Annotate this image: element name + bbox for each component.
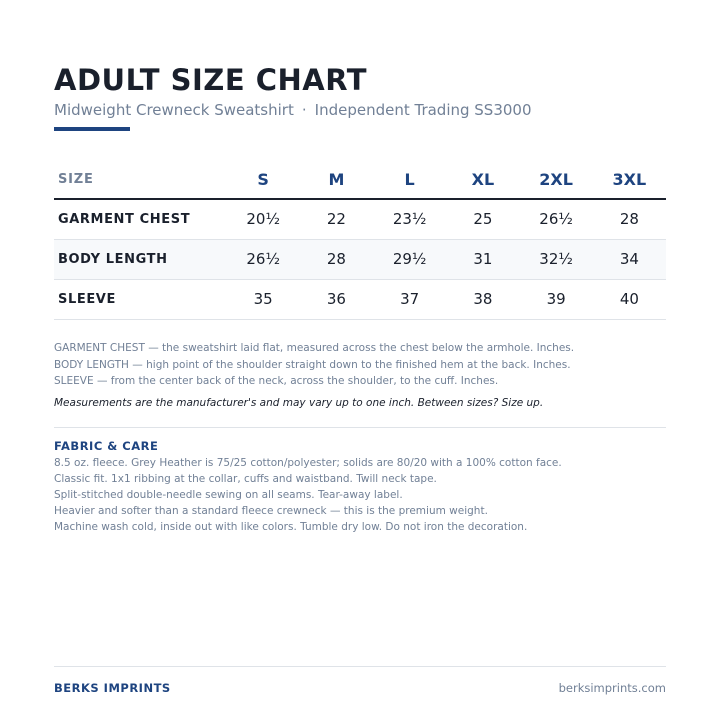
size-table: SIZE S M L XL 2XL 3XL GARMENT CHEST 20½ … [54,160,666,320]
table-cell: 31 [473,250,493,268]
title-accent-rule [54,127,130,131]
table-cell: 25 [473,210,493,229]
fabric-line: Classic fit. 1x1 ribbing at the collar, … [54,473,437,485]
note-garment-chest: GARMENT CHEST — the sweatshirt laid flat… [54,342,575,354]
page-title: ADULT SIZE CHART [54,63,368,97]
table-cell: 28 [326,250,346,268]
note-sleeve: SLEEVE — from the center back of the nec… [54,375,499,387]
footer-brand: BERKS IMPRINTS [54,681,171,695]
table-cell: 32½ [539,250,573,268]
size-header-xl: XL [471,169,495,189]
table-cell: 37 [400,290,420,308]
table-cell: 36 [326,290,346,308]
table-cell: 23½ [392,210,427,229]
table-cell: 26½ [246,250,280,268]
table-row-body-length: BODY LENGTH 26½ 28 29½ 31 32½ 34 [54,239,666,279]
measurement-notes: GARMENT CHEST — the sweatshirt laid flat… [54,340,666,390]
table-cell: 22 [326,210,346,229]
section-divider [54,427,666,428]
size-chart-page: ADULT SIZE CHART Midweight Crewneck Swea… [54,0,666,720]
row-label: GARMENT CHEST [58,211,191,227]
note-body-length: BODY LENGTH — high point of the shoulder… [54,358,571,371]
product-name: Midweight Crewneck Sweatshirt [54,101,294,119]
size-header-l: L [404,169,415,189]
size-header-s: S [257,169,269,189]
table-cell: 38 [473,290,493,308]
fabric-care-details: 8.5 oz. fleece. Grey Heather is 75/25 co… [54,455,666,535]
footer-url[interactable]: berksimprints.com [558,681,666,695]
table-row-garment-chest: GARMENT CHEST 20½ 22 23½ 25 26½ 28 [54,199,666,239]
table-cell: 39 [546,290,566,308]
table-cell: 20½ [246,210,280,229]
size-header-2xl: 2XL [539,169,573,189]
table-cell: 40 [619,290,639,308]
measurement-disclaimer: Measurements are the manufacturer's and … [54,397,544,409]
table-cell: 29½ [392,250,427,268]
fabric-line: Heavier and softer than a standard fleec… [54,505,488,517]
fabric-line: Machine wash cold, inside out with like … [54,521,528,533]
size-header-3xl: 3XL [612,169,647,189]
footer-divider [54,666,666,667]
row-label: BODY LENGTH [58,251,168,267]
fabric-line: Split-stitched double-needle sewing on a… [54,489,403,501]
product-style: Independent Trading SS3000 [314,101,532,119]
table-cell: 34 [619,250,639,268]
page-subtitle: Midweight Crewneck Sweatshirt · Independen… [54,100,532,120]
fabric-line: 8.5 oz. fleece. Grey Heather is 75/25 co… [54,457,562,469]
table-cell: 35 [253,290,273,308]
table-cell: 28 [619,210,639,229]
size-header-m: M [328,169,345,189]
row-label: SLEEVE [58,291,116,307]
size-label-header: SIZE [58,171,94,187]
size-header-row: SIZE S M L XL 2XL 3XL [54,160,666,199]
subtitle-separator: · [301,101,307,119]
table-row-sleeve: SLEEVE 35 36 37 38 39 40 [54,279,666,319]
fabric-care-heading: FABRIC & CARE [54,439,159,453]
table-cell: 26½ [539,210,573,229]
